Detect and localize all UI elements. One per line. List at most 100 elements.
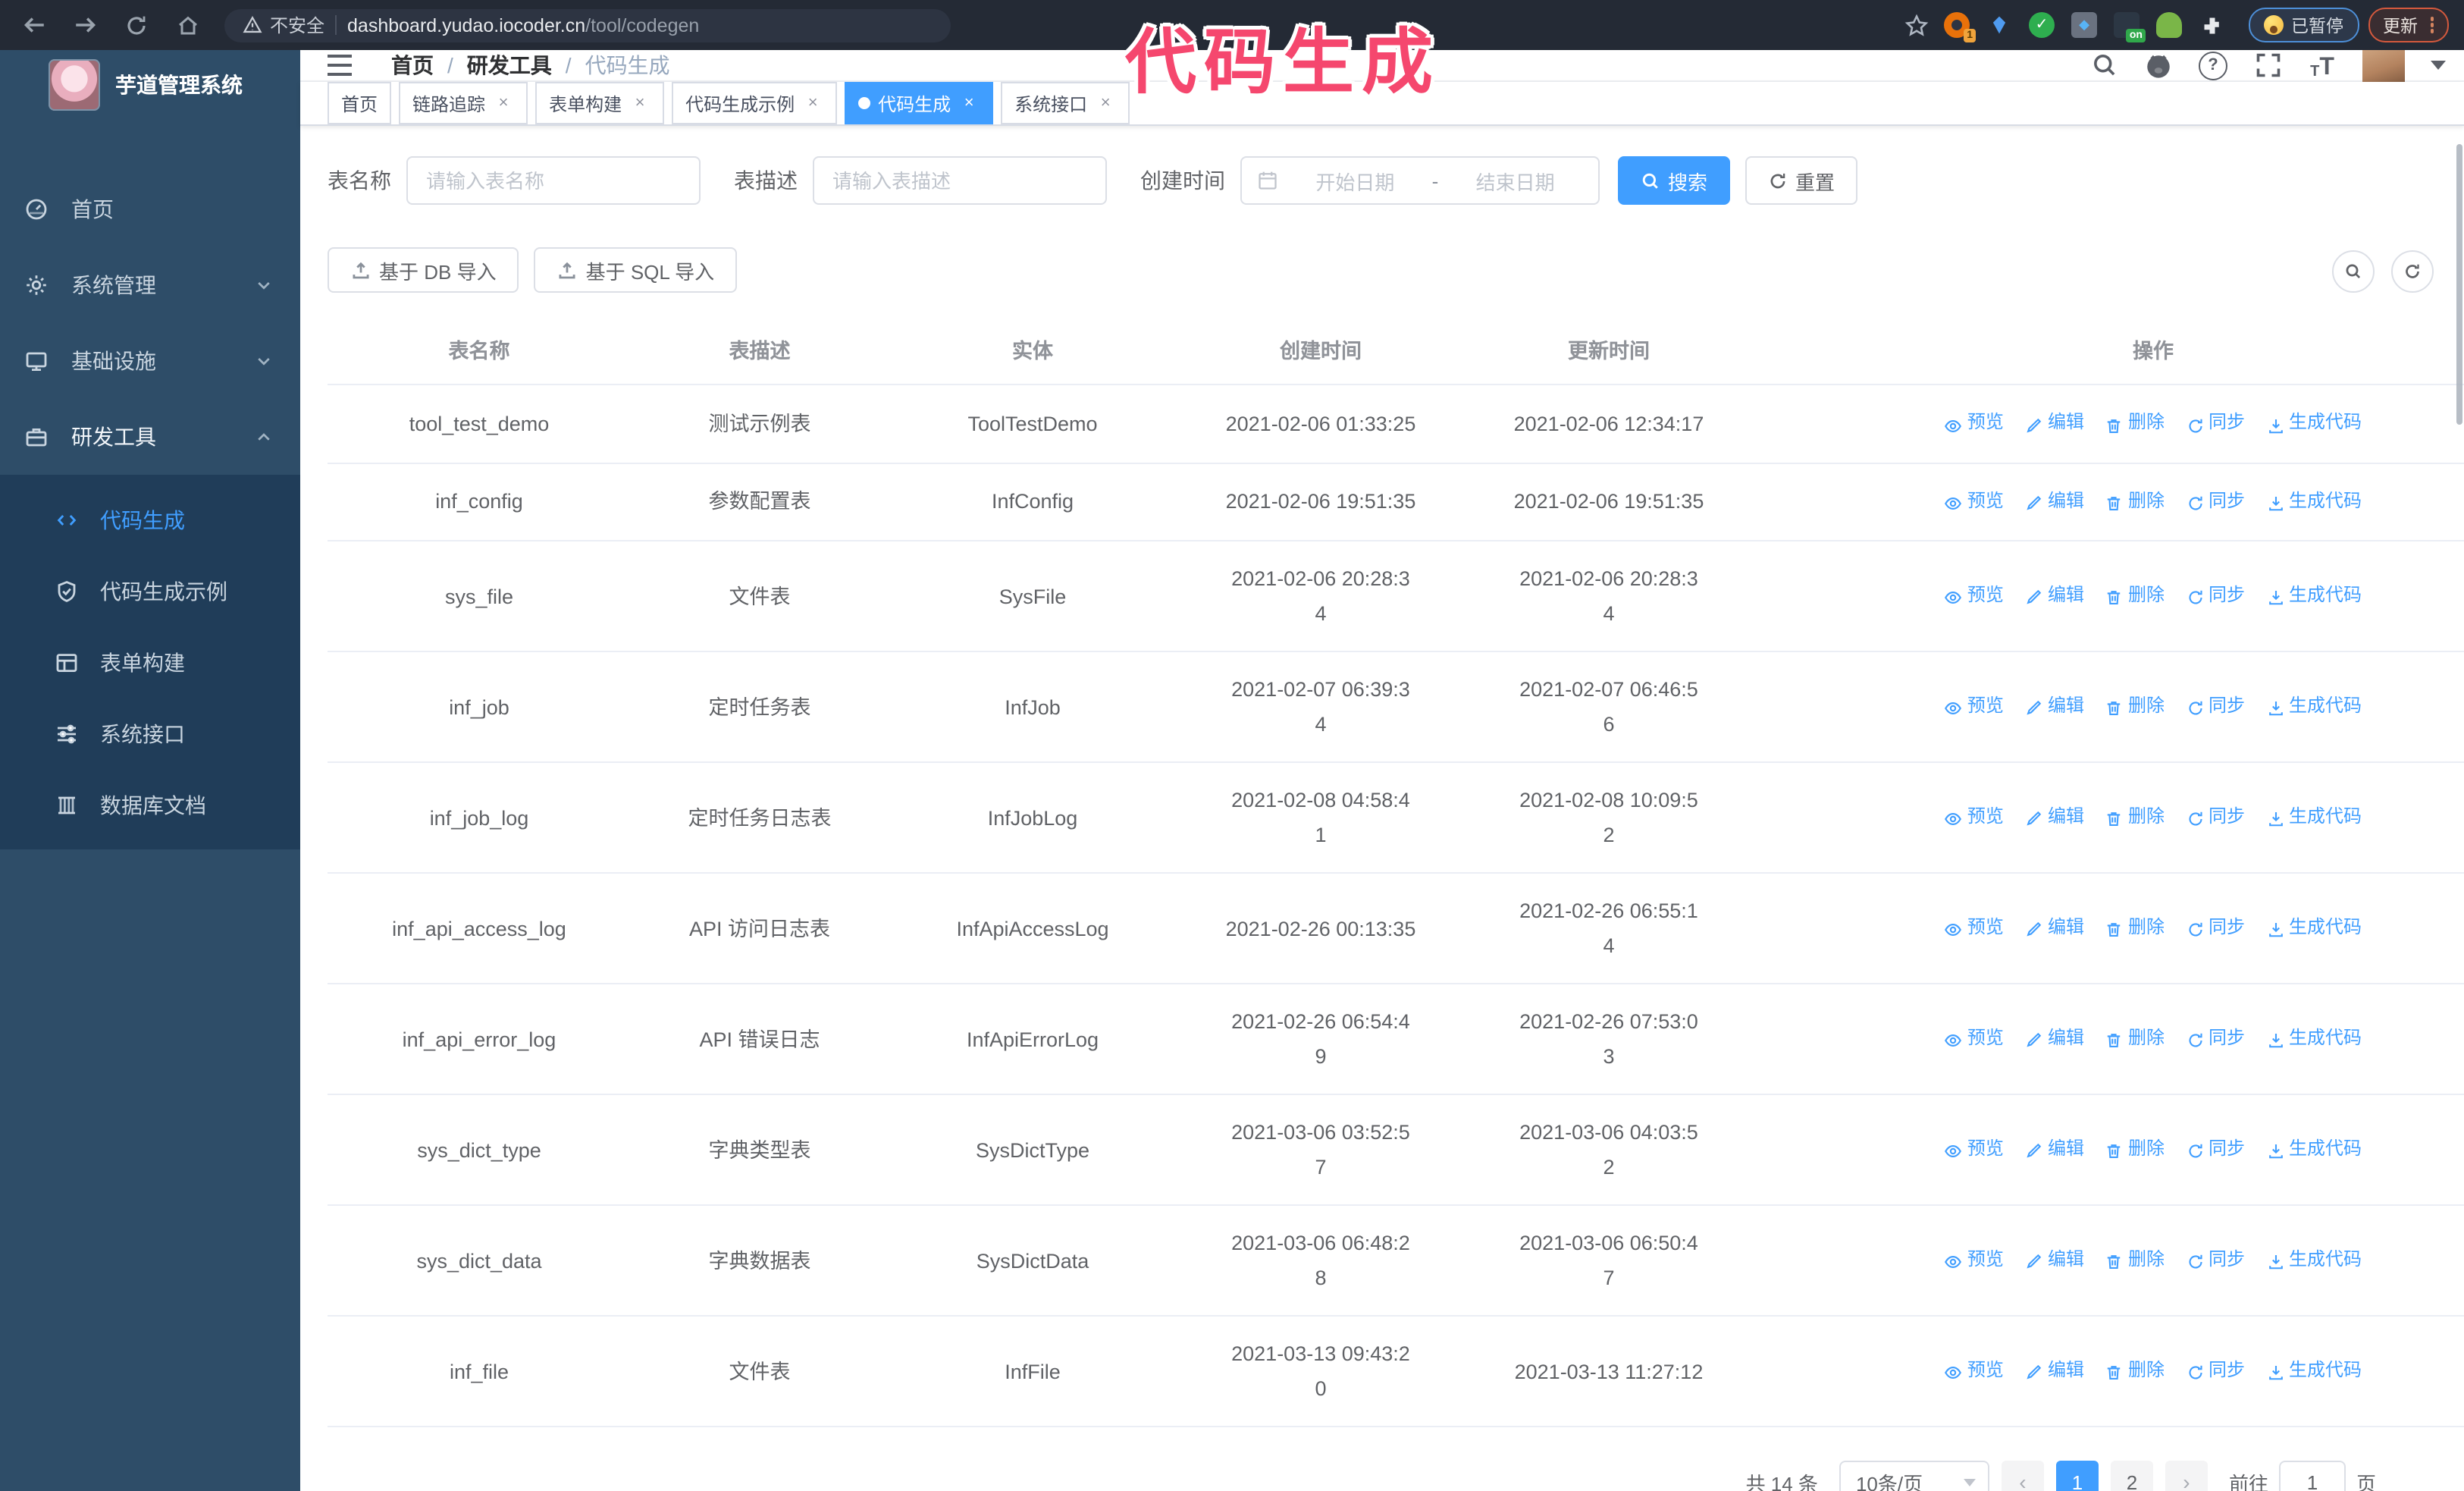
prev-page-button[interactable]: ‹ — [2001, 1461, 2044, 1491]
sidebar-item-代码生成[interactable]: 代码生成 — [0, 484, 300, 555]
action-删除[interactable]: 删除 — [2105, 689, 2165, 724]
action-删除[interactable]: 删除 — [2105, 1132, 2165, 1166]
extension-icon-puzzle[interactable] — [2199, 12, 2224, 38]
action-删除[interactable]: 删除 — [2105, 1021, 2165, 1056]
action-删除[interactable]: 删除 — [2105, 1242, 2165, 1277]
breadcrumb-item[interactable]: 首页 — [391, 53, 434, 77]
action-编辑[interactable]: 编辑 — [2025, 1021, 2084, 1056]
page-url[interactable]: dashboard.yudao.iocoder.cn/tool/codegen — [347, 14, 699, 36]
sidebar-item-数据库文档[interactable]: 数据库文档 — [0, 769, 300, 840]
next-page-button[interactable]: › — [2165, 1461, 2208, 1491]
action-同步[interactable]: 同步 — [2186, 689, 2245, 724]
action-预览[interactable]: 预览 — [1945, 1242, 2004, 1277]
action-同步[interactable]: 同步 — [2186, 1242, 2245, 1277]
action-同步[interactable]: 同步 — [2186, 1021, 2245, 1056]
close-tab-icon[interactable]: × — [635, 94, 645, 112]
tab-链路追踪[interactable]: 链路追踪 × — [399, 82, 528, 124]
extension-icon-gem[interactable] — [1986, 12, 2012, 38]
action-删除[interactable]: 删除 — [2105, 483, 2165, 518]
action-编辑[interactable]: 编辑 — [2025, 689, 2084, 724]
hamburger-icon[interactable] — [324, 50, 355, 80]
page-size-select[interactable]: 10条/页 — [1839, 1461, 1989, 1491]
date-range-picker[interactable]: 开始日期 - 结束日期 — [1240, 156, 1600, 205]
action-删除[interactable]: 删除 — [2105, 910, 2165, 945]
action-生成代码[interactable]: 生成代码 — [2266, 405, 2362, 440]
extension-icon-orange[interactable]: 1 — [1944, 12, 1976, 42]
action-生成代码[interactable]: 生成代码 — [2266, 1353, 2362, 1388]
action-预览[interactable]: 预览 — [1945, 1132, 2004, 1166]
page-button-2[interactable]: 2 — [2110, 1461, 2153, 1491]
sidebar-item-系统接口[interactable]: 系统接口 — [0, 698, 300, 769]
action-同步[interactable]: 同步 — [2186, 1132, 2245, 1166]
tab-代码生成[interactable]: 代码生成 × — [845, 82, 994, 124]
tab-表单构建[interactable]: 表单构建 × — [535, 82, 665, 124]
browser-update-button[interactable]: 更新 — [2368, 8, 2449, 42]
end-date-placeholder[interactable]: 结束日期 — [1475, 171, 1555, 193]
search-icon[interactable] — [2089, 51, 2118, 80]
close-tab-icon[interactable]: × — [1100, 94, 1111, 112]
action-同步[interactable]: 同步 — [2186, 1353, 2245, 1388]
action-预览[interactable]: 预览 — [1945, 578, 2004, 613]
breadcrumb-item[interactable]: 研发工具 — [466, 53, 552, 77]
action-同步[interactable]: 同步 — [2186, 483, 2245, 518]
browser-back-button[interactable] — [15, 7, 52, 43]
action-预览[interactable]: 预览 — [1945, 689, 2004, 724]
app-logo-row[interactable]: 芋道管理系统 — [0, 50, 300, 120]
action-预览[interactable]: 预览 — [1945, 1021, 2004, 1056]
close-tab-icon[interactable]: × — [964, 94, 974, 112]
action-编辑[interactable]: 编辑 — [2025, 483, 2084, 518]
action-删除[interactable]: 删除 — [2105, 799, 2165, 834]
github-icon[interactable] — [2144, 51, 2173, 80]
sidebar-item-系统管理[interactable]: 系统管理 — [0, 247, 300, 323]
action-生成代码[interactable]: 生成代码 — [2266, 1132, 2362, 1166]
action-编辑[interactable]: 编辑 — [2025, 405, 2084, 440]
action-生成代码[interactable]: 生成代码 — [2266, 1021, 2362, 1056]
extension-icon-check[interactable]: ✓ — [2029, 12, 2055, 38]
fullscreen-icon[interactable] — [2253, 51, 2282, 80]
action-编辑[interactable]: 编辑 — [2025, 910, 2084, 945]
paused-profile-badge[interactable]: 已暂停 — [2249, 8, 2359, 42]
page-button-1[interactable]: 1 — [2055, 1461, 2099, 1491]
sidebar-item-基础设施[interactable]: 基础设施 — [0, 323, 300, 399]
browser-home-button[interactable] — [170, 7, 206, 43]
action-同步[interactable]: 同步 — [2186, 405, 2245, 440]
security-warning[interactable]: 不安全 — [243, 12, 324, 38]
import-db-button[interactable]: 基于 DB 导入 — [328, 247, 519, 293]
extension-icon-robot[interactable] — [2156, 12, 2182, 38]
action-生成代码[interactable]: 生成代码 — [2266, 1242, 2362, 1277]
action-删除[interactable]: 删除 — [2105, 1353, 2165, 1388]
sidebar-item-代码生成示例[interactable]: 代码生成示例 — [0, 555, 300, 626]
reset-button[interactable]: 重置 — [1745, 156, 1858, 205]
table-name-input[interactable] — [406, 156, 701, 205]
action-生成代码[interactable]: 生成代码 — [2266, 689, 2362, 724]
action-生成代码[interactable]: 生成代码 — [2266, 799, 2362, 834]
action-生成代码[interactable]: 生成代码 — [2266, 910, 2362, 945]
action-生成代码[interactable]: 生成代码 — [2266, 578, 2362, 613]
action-删除[interactable]: 删除 — [2105, 578, 2165, 613]
action-同步[interactable]: 同步 — [2186, 910, 2245, 945]
action-编辑[interactable]: 编辑 — [2025, 1353, 2084, 1388]
tab-系统接口[interactable]: 系统接口 × — [1001, 82, 1130, 124]
extension-icon-grid[interactable]: ◆ — [2071, 12, 2097, 38]
address-bar[interactable]: 不安全 dashboard.yudao.iocoder.cn/tool/code… — [224, 8, 951, 42]
search-button[interactable]: 搜索 — [1618, 156, 1731, 205]
action-生成代码[interactable]: 生成代码 — [2266, 483, 2362, 518]
tab-代码生成示例[interactable]: 代码生成示例 × — [672, 82, 838, 124]
tab-首页[interactable]: 首页 — [328, 82, 392, 124]
action-编辑[interactable]: 编辑 — [2025, 578, 2084, 613]
action-编辑[interactable]: 编辑 — [2025, 799, 2084, 834]
action-预览[interactable]: 预览 — [1945, 910, 2004, 945]
chevron-down-icon[interactable] — [2431, 61, 2446, 70]
bookmark-star-icon[interactable] — [1904, 13, 1929, 37]
action-编辑[interactable]: 编辑 — [2025, 1132, 2084, 1166]
action-预览[interactable]: 预览 — [1945, 799, 2004, 834]
sidebar-item-表单构建[interactable]: 表单构建 — [0, 626, 300, 698]
close-tab-icon[interactable]: × — [807, 94, 818, 112]
action-同步[interactable]: 同步 — [2186, 578, 2245, 613]
import-sql-button[interactable]: 基于 SQL 导入 — [534, 247, 738, 293]
browser-reload-button[interactable] — [118, 7, 155, 43]
sidebar-item-研发工具[interactable]: 研发工具 — [0, 399, 300, 475]
extension-icon-dark[interactable]: on — [2114, 12, 2146, 42]
action-同步[interactable]: 同步 — [2186, 799, 2245, 834]
